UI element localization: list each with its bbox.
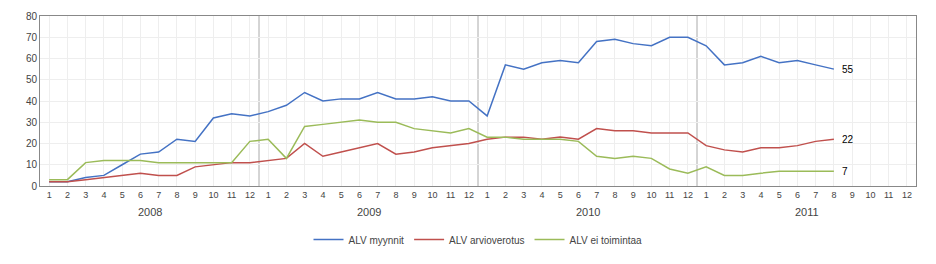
svg-text:12: 12 xyxy=(902,190,912,200)
svg-text:8: 8 xyxy=(612,190,617,200)
svg-text:3: 3 xyxy=(521,190,526,200)
svg-text:40: 40 xyxy=(26,96,38,107)
svg-text:6: 6 xyxy=(138,190,143,200)
svg-text:4: 4 xyxy=(758,190,763,200)
svg-text:60: 60 xyxy=(26,53,38,64)
svg-text:ALV myynnit: ALV myynnit xyxy=(349,235,405,246)
svg-text:11: 11 xyxy=(665,190,674,200)
svg-text:5: 5 xyxy=(120,190,125,200)
svg-text:10: 10 xyxy=(865,190,875,200)
svg-text:1: 1 xyxy=(266,190,271,200)
svg-text:5: 5 xyxy=(558,190,563,200)
svg-text:1: 1 xyxy=(47,190,52,200)
svg-text:70: 70 xyxy=(26,32,38,43)
svg-text:7: 7 xyxy=(375,190,380,200)
svg-text:0: 0 xyxy=(31,181,37,192)
svg-text:11: 11 xyxy=(227,190,236,200)
svg-text:2008: 2008 xyxy=(138,206,162,218)
svg-text:10: 10 xyxy=(26,159,38,170)
svg-text:2009: 2009 xyxy=(357,206,381,218)
svg-text:30: 30 xyxy=(26,117,38,128)
svg-text:8: 8 xyxy=(174,190,179,200)
svg-text:2: 2 xyxy=(284,190,289,200)
svg-text:ALV arvioverotus: ALV arvioverotus xyxy=(449,235,524,246)
svg-text:5: 5 xyxy=(777,190,782,200)
svg-text:12: 12 xyxy=(464,190,474,200)
svg-text:1: 1 xyxy=(485,190,490,200)
svg-text:6: 6 xyxy=(357,190,362,200)
svg-text:10: 10 xyxy=(427,190,437,200)
svg-text:2: 2 xyxy=(65,190,70,200)
svg-text:80: 80 xyxy=(26,11,38,22)
svg-text:12: 12 xyxy=(245,190,255,200)
svg-text:9: 9 xyxy=(412,190,417,200)
svg-text:2: 2 xyxy=(722,190,727,200)
svg-text:4: 4 xyxy=(320,190,325,200)
svg-text:12: 12 xyxy=(683,190,693,200)
svg-text:ALV ei toimintaa: ALV ei toimintaa xyxy=(570,235,643,246)
svg-text:11: 11 xyxy=(446,190,455,200)
svg-text:50: 50 xyxy=(26,74,38,85)
svg-text:4: 4 xyxy=(539,190,544,200)
svg-text:6: 6 xyxy=(795,190,800,200)
svg-text:7: 7 xyxy=(594,190,599,200)
svg-text:3: 3 xyxy=(740,190,745,200)
svg-text:1: 1 xyxy=(704,190,709,200)
svg-text:4: 4 xyxy=(101,190,106,200)
svg-text:3: 3 xyxy=(302,190,307,200)
svg-text:8: 8 xyxy=(831,190,836,200)
svg-text:22: 22 xyxy=(842,134,854,145)
svg-text:9: 9 xyxy=(850,190,855,200)
svg-text:7: 7 xyxy=(156,190,161,200)
svg-text:9: 9 xyxy=(193,190,198,200)
svg-text:6: 6 xyxy=(576,190,581,200)
svg-text:11: 11 xyxy=(884,190,893,200)
svg-text:55: 55 xyxy=(842,64,854,75)
svg-text:20: 20 xyxy=(26,138,38,149)
svg-text:7: 7 xyxy=(813,190,818,200)
svg-text:2010: 2010 xyxy=(576,206,600,218)
svg-text:8: 8 xyxy=(393,190,398,200)
svg-text:3: 3 xyxy=(83,190,88,200)
svg-text:10: 10 xyxy=(646,190,656,200)
svg-text:9: 9 xyxy=(631,190,636,200)
svg-text:2: 2 xyxy=(503,190,508,200)
svg-text:2011: 2011 xyxy=(795,206,819,218)
svg-text:10: 10 xyxy=(208,190,218,200)
svg-text:7: 7 xyxy=(842,166,848,177)
svg-text:5: 5 xyxy=(339,190,344,200)
